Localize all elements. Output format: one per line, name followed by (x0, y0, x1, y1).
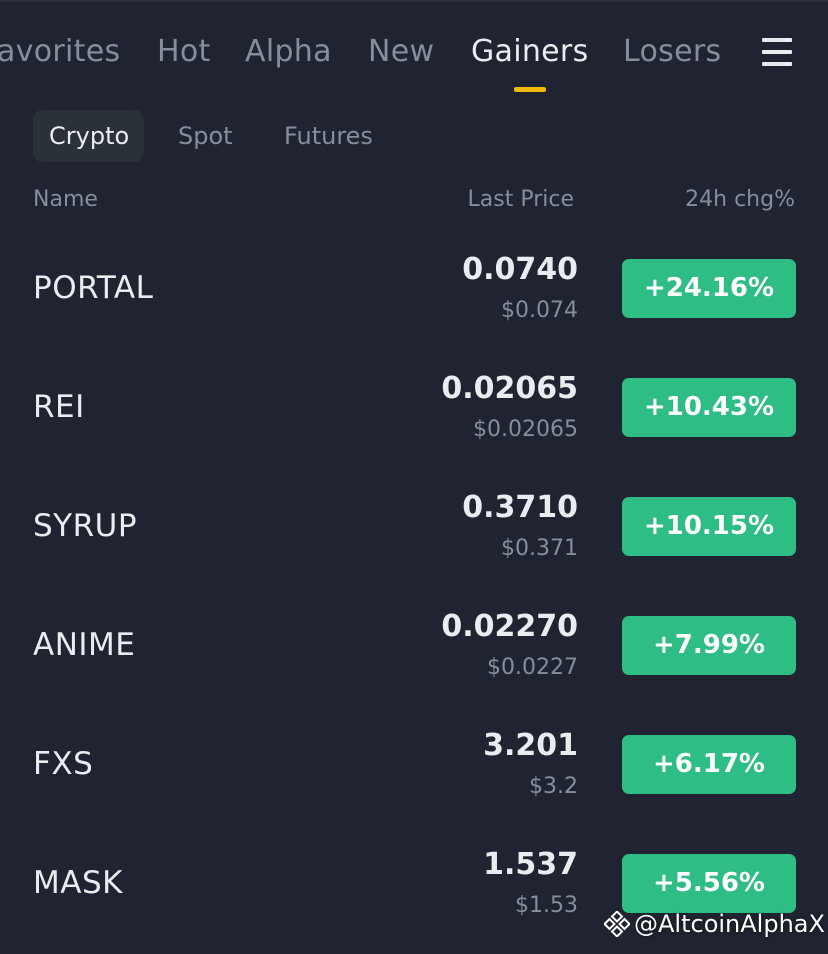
row-symbol: SYRUP (33, 508, 138, 544)
tab-hot[interactable]: Hot (157, 34, 211, 69)
row-symbol: MASK (33, 865, 123, 901)
subtab-futures[interactable]: Futures (284, 122, 373, 150)
row-change-badge[interactable]: +24.16% (622, 259, 796, 318)
row-change-badge[interactable]: +6.17% (622, 735, 796, 794)
column-header-change[interactable]: 24h chg% (685, 187, 795, 212)
binance-logo-icon (604, 911, 630, 937)
row-symbol: REI (33, 389, 85, 425)
table-row[interactable]: SYRUP 0.3710 $0.371 +10.15% (0, 478, 828, 597)
tab-gainers[interactable]: Gainers (471, 34, 589, 69)
row-last-price: 3.201 (483, 728, 578, 763)
table-row[interactable]: ANIME 0.02270 $0.0227 +7.99% (0, 597, 828, 716)
watermark: @AltcoinAlphaX (604, 908, 825, 940)
active-tab-indicator (514, 87, 546, 92)
tab-favorites[interactable]: avorites (0, 34, 121, 69)
column-header-last-price[interactable]: Last Price (467, 187, 575, 212)
row-change-badge[interactable]: +5.56% (622, 854, 796, 913)
column-header-name[interactable]: Name (33, 187, 98, 212)
row-last-price: 0.0740 (462, 252, 578, 287)
table-row[interactable]: MASK 1.537 $1.53 +5.56% (0, 835, 828, 954)
row-fiat-price: $0.371 (501, 536, 578, 561)
watermark-text: @AltcoinAlphaX (634, 910, 825, 938)
row-last-price: 0.3710 (462, 490, 578, 525)
row-fiat-price: $0.02065 (473, 417, 578, 442)
row-change-badge[interactable]: +10.15% (622, 497, 796, 556)
row-fiat-price: $0.0227 (487, 655, 578, 680)
subtab-spot[interactable]: Spot (178, 122, 233, 150)
top-border (0, 0, 828, 2)
table-row[interactable]: REI 0.02065 $0.02065 +10.43% (0, 359, 828, 478)
row-last-price: 0.02065 (441, 371, 578, 406)
row-change-badge[interactable]: +7.99% (622, 616, 796, 675)
table-row[interactable]: FXS 3.201 $3.2 +6.17% (0, 716, 828, 835)
row-symbol: FXS (33, 746, 94, 782)
row-fiat-price: $3.2 (529, 774, 578, 799)
row-change-badge[interactable]: +10.43% (622, 378, 796, 437)
row-last-price: 0.02270 (441, 609, 578, 644)
row-symbol: PORTAL (33, 270, 154, 306)
subtab-crypto[interactable]: Crypto (33, 110, 144, 162)
tab-losers[interactable]: Losers (623, 34, 722, 69)
tab-alpha[interactable]: Alpha (245, 34, 332, 69)
hamburger-menu-icon[interactable] (762, 38, 792, 66)
row-fiat-price: $1.53 (515, 893, 578, 918)
row-last-price: 1.537 (483, 847, 578, 882)
row-fiat-price: $0.074 (501, 298, 578, 323)
table-row[interactable]: PORTAL 0.0740 $0.074 +24.16% (0, 240, 828, 359)
tab-new[interactable]: New (368, 34, 435, 69)
row-symbol: ANIME (33, 627, 136, 663)
